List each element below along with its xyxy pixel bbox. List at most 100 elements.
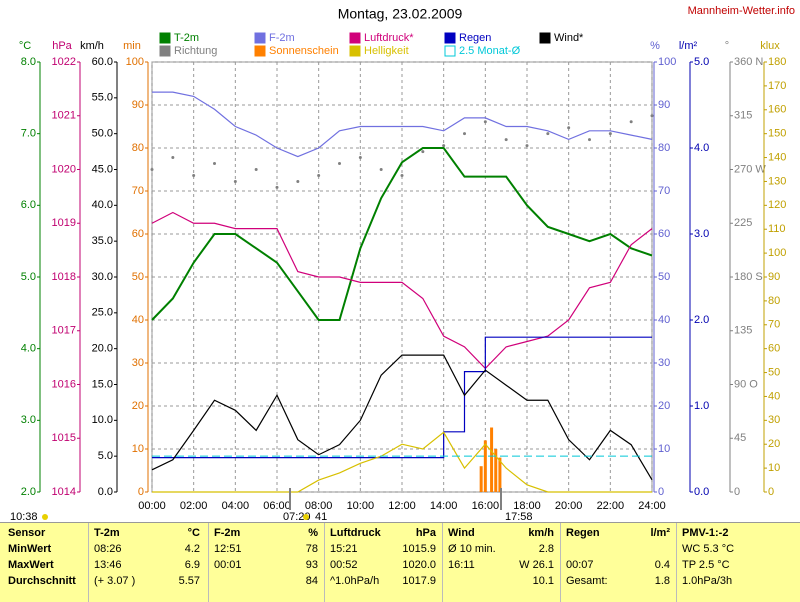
- table-cell: 15:21: [330, 543, 358, 555]
- y-tick-label: 0.0: [98, 486, 113, 498]
- y-tick-label: 55.0: [92, 92, 113, 104]
- direction-dot: [317, 173, 321, 177]
- direction-dot: [546, 132, 550, 136]
- x-tick-label: 08:00: [305, 500, 333, 512]
- table-cell: 00:52: [330, 559, 358, 571]
- direction-dot: [275, 185, 279, 189]
- table-cell: 6.9: [184, 559, 200, 571]
- table-cell: 93: [305, 559, 318, 571]
- y-tick-label: 100: [658, 56, 676, 68]
- table-cell: Luftdruck: [330, 527, 381, 539]
- legend-label: Richtung: [174, 45, 217, 57]
- y-tick-label: 0.0: [694, 486, 709, 498]
- table-cell: W 26.1: [519, 559, 554, 571]
- series-line: [151, 147, 653, 321]
- table-cell: F-2m: [214, 527, 241, 539]
- y-tick-label: 35.0: [92, 235, 113, 247]
- y-tick-label: 100: [126, 56, 144, 68]
- y-tick-label: 30: [658, 357, 670, 369]
- table-cell: 1015.9: [402, 543, 436, 555]
- y-tick-label: 140: [768, 151, 786, 163]
- y-tick-label: 0: [734, 486, 740, 498]
- y-tick-label: 20: [132, 400, 144, 412]
- y-tick-label: 45.0: [92, 163, 113, 175]
- table-cell: Sensor: [8, 527, 46, 539]
- y-tick-label: 90 O: [734, 378, 758, 390]
- y-tick-label: 5.0: [98, 450, 113, 462]
- y-tick-label: 1018: [52, 271, 76, 283]
- axis-unit: °C: [19, 40, 31, 52]
- table-cell: 10.1: [532, 575, 554, 587]
- table-cell: 2.8: [538, 543, 554, 555]
- table-cell: %: [308, 527, 318, 539]
- table-cell: (+ 3.07 ): [94, 575, 136, 587]
- y-tick-label: 225: [734, 217, 752, 229]
- axis-unit: klux: [760, 40, 780, 52]
- y-tick-label: 30: [132, 357, 144, 369]
- sunshine-bar: [479, 466, 483, 492]
- x-tick-label: 22:00: [597, 500, 625, 512]
- sun-icon: [42, 514, 48, 520]
- y-tick-label: 90: [132, 99, 144, 111]
- x-tick-label: 12:00: [388, 500, 416, 512]
- y-tick-label: 60: [768, 343, 780, 355]
- table-cell: WC 5.3 °C: [682, 543, 735, 555]
- y-tick-label: 1016: [52, 378, 76, 390]
- direction-dot: [567, 126, 571, 130]
- axis-unit: °: [725, 40, 729, 52]
- direction-dot: [525, 144, 529, 148]
- y-tick-label: 30.0: [92, 271, 113, 283]
- source: Mannheim-Wetter.info: [688, 5, 795, 17]
- y-tick-label: 15.0: [92, 378, 113, 390]
- legend-swatch: [254, 45, 266, 57]
- direction-dot: [296, 179, 300, 183]
- y-tick-label: 6.0: [21, 199, 36, 211]
- legend-swatch: [539, 32, 551, 44]
- y-tick-label: 1.0: [694, 400, 709, 412]
- y-tick-label: 130: [768, 175, 786, 187]
- y-tick-label: 60.0: [92, 56, 113, 68]
- table-cell: TP 2.5 °C: [682, 559, 730, 571]
- direction-dot: [588, 138, 591, 142]
- table-cell: 1017.9: [402, 575, 436, 587]
- y-tick-label: 360 N: [734, 56, 763, 68]
- y-tick-label: 3.0: [21, 414, 36, 426]
- y-tick-label: 10: [658, 443, 670, 455]
- y-tick-label: 100: [768, 247, 786, 259]
- y-tick-label: 1021: [52, 110, 76, 122]
- table-cell: 00:07: [566, 559, 594, 571]
- direction-dot: [608, 132, 612, 136]
- table-cell: T-2m: [94, 527, 120, 539]
- y-tick-label: 0: [138, 486, 144, 498]
- axis-unit: hPa: [52, 40, 72, 52]
- y-tick-label: 5.0: [694, 56, 709, 68]
- direction-dot: [358, 156, 362, 160]
- series-line: [152, 431, 652, 493]
- legend-swatch: [159, 45, 171, 57]
- sunshine-bar: [490, 427, 494, 492]
- x-tick-label: 10:00: [347, 500, 375, 512]
- y-tick-label: 135: [734, 325, 752, 337]
- chart: Montag, 23.02.2009 Mannheim-Wetter.info …: [10, 5, 795, 522]
- table-cell: 78: [305, 543, 318, 555]
- summary-table: Sensor T-2m °C F-2m% Luftdruck hPa Wind km/h Reg…: [0, 522, 800, 602]
- annotation: 07:20: [283, 511, 311, 522]
- y-tick-label: 10: [132, 443, 144, 455]
- separator: [560, 523, 561, 602]
- y-tick-label: 70: [658, 185, 670, 197]
- series-line: [152, 336, 652, 459]
- y-tick-label: 80: [658, 142, 670, 154]
- y-tick-label: 30: [768, 414, 780, 426]
- legend-label: Regen: [459, 32, 491, 44]
- direction-dot: [629, 120, 633, 124]
- y-tick-label: 4.0: [694, 142, 709, 154]
- table-cell: ^1.0hPa/h: [330, 575, 380, 587]
- table-cell: 08:26: [94, 543, 122, 555]
- y-tick-label: 50: [658, 271, 670, 283]
- direction-dot: [254, 168, 258, 171]
- y-tick-label: 270 W: [734, 163, 766, 175]
- x-tick-label: 00:00: [138, 500, 166, 512]
- y-tick-label: 10: [768, 462, 780, 474]
- y-tick-label: 40.0: [92, 199, 113, 211]
